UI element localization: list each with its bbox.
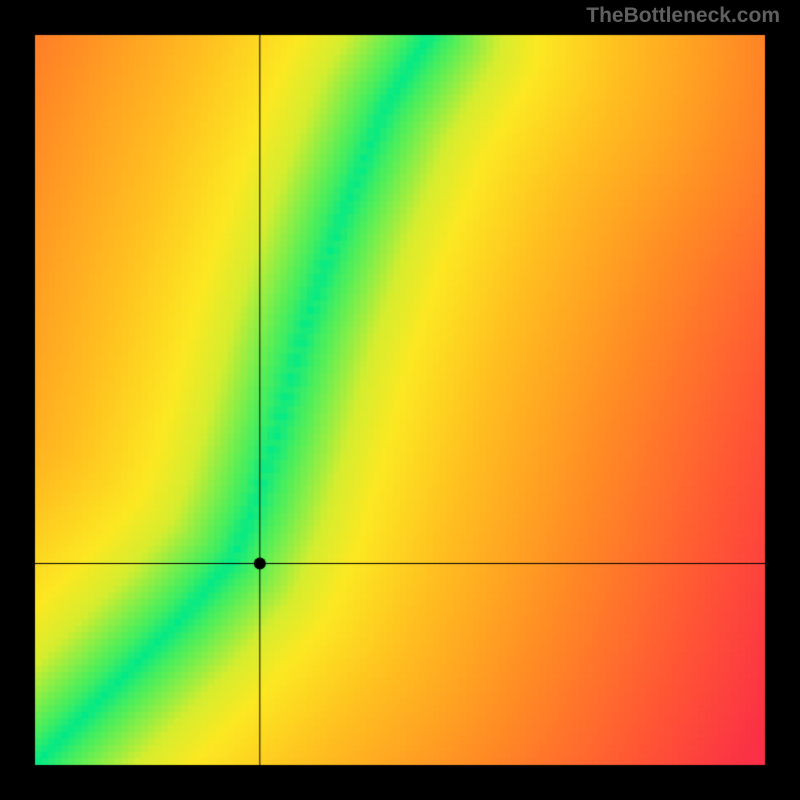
heatmap-canvas xyxy=(0,0,800,800)
watermark-text: TheBottleneck.com xyxy=(586,4,780,28)
chart-container: TheBottleneck.com xyxy=(0,0,800,800)
